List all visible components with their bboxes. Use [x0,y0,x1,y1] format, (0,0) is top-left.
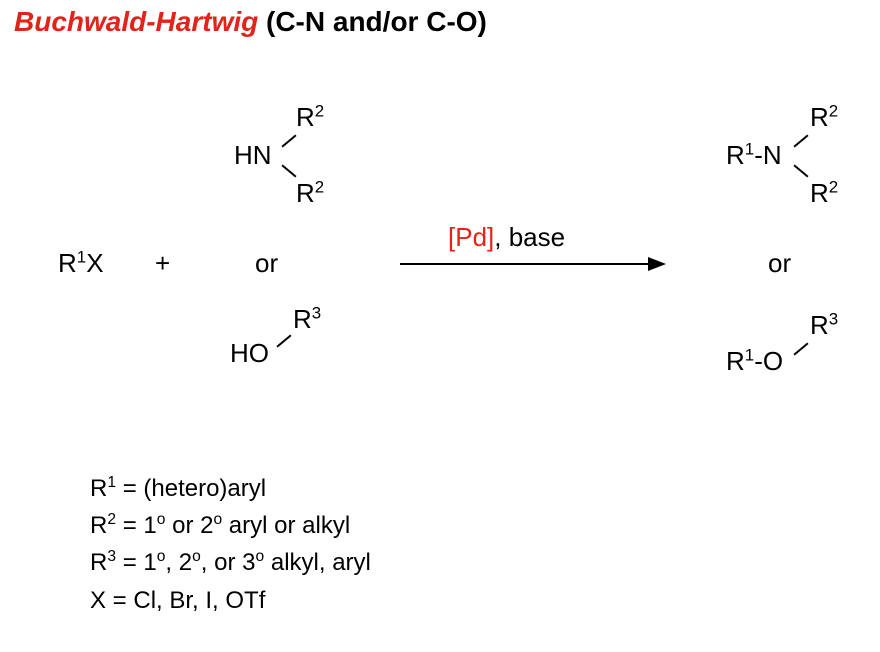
alcohol-HO: HO [230,340,269,366]
reactant-r1x: R1X [58,250,104,276]
amine-R2-bot: R2 [296,180,324,206]
reaction-arrow-line [400,263,650,265]
legend-r2: R2 = 1o or 2o aryl or alkyl [90,507,371,544]
legend-r3: R3 = 1o, 2o, or 3o alkyl, aryl [90,544,371,581]
alcohol-R3: R3 [293,306,321,332]
product-amine-core: R1-N [726,142,782,168]
product-ether-core: R1-O [726,348,783,374]
amine-HN: HN [234,142,272,168]
title: Buchwald-Hartwig (C-N and/or C-O) [14,6,487,38]
plus-sign: + [155,250,170,276]
or-left: or [255,250,278,276]
legend-r1: R1 = (hetero)aryl [90,470,371,507]
bond-prod-o [793,342,808,355]
r1x-X: X [86,248,103,278]
title-name: Buchwald-Hartwig [14,6,258,37]
bond-amine-bot [281,164,296,177]
or-right: or [768,250,791,276]
product-amine-R2-bot: R2 [810,180,838,206]
product-ether-R3: R3 [810,312,838,338]
legend: R1 = (hetero)aryl R2 = 1o or 2o aryl or … [90,470,371,619]
arrow-label: [Pd], base [448,224,565,250]
r1x-R: R [58,248,77,278]
bond-amine-top [281,134,296,147]
r1x-sup: 1 [77,247,86,266]
product-amine-R2-top: R2 [810,104,838,130]
figure-canvas: Buchwald-Hartwig (C-N and/or C-O) R1X + … [0,0,880,652]
base-label: , base [494,222,565,252]
bond-alcohol [276,334,291,347]
legend-x: X = Cl, Br, I, OTf [90,582,371,619]
reaction-arrow-head [648,257,666,271]
title-suffix: (C-N and/or C-O) [258,6,487,37]
bond-prod-n-bot [793,164,808,177]
amine-R2-top: R2 [296,104,324,130]
bond-prod-n-top [793,134,808,147]
pd-label: [Pd] [448,222,494,252]
reaction-scheme: R1X + HN R2 R2 or HO R3 [Pd], base R1-N [0,90,880,420]
